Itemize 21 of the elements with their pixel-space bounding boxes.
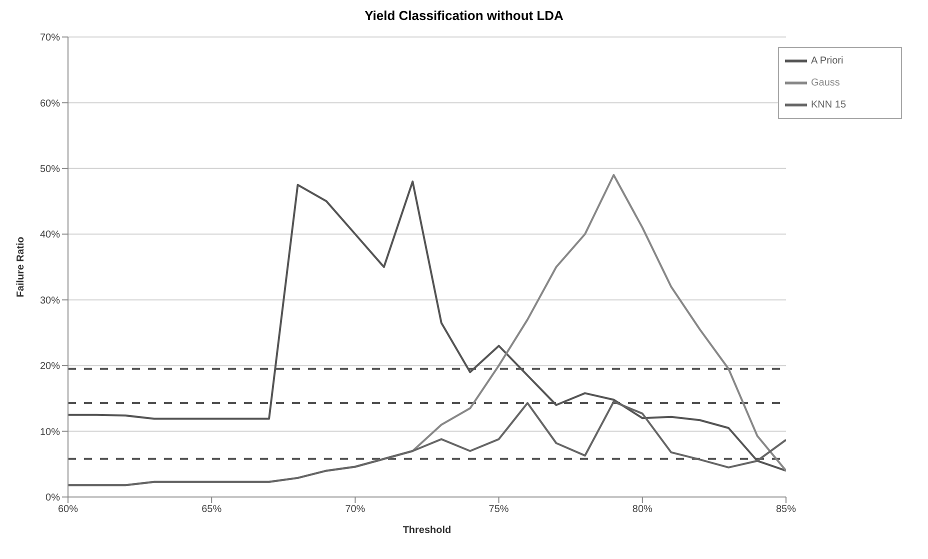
legend-label: A Priori	[811, 56, 844, 67]
y-tick-label: 40%	[40, 230, 60, 241]
y-tick-label: 30%	[40, 295, 60, 306]
y-tick-label: 0%	[46, 492, 60, 504]
y-tick-label: 10%	[40, 426, 60, 438]
x-axis-title: Threshold	[402, 525, 452, 536]
y-tick-label: 60%	[40, 98, 60, 110]
y-axis-title: Failure Ratio	[16, 236, 27, 298]
y-tick-label: 70%	[40, 32, 60, 44]
legend-label: KNN 15	[811, 100, 846, 111]
x-tick-label: 85%	[776, 504, 796, 516]
y-tick-label: 50%	[40, 164, 60, 175]
legend-label: Gauss	[811, 78, 840, 89]
x-tick-label: 80%	[632, 504, 653, 516]
y-tick-label: 20%	[40, 361, 60, 372]
x-tick-label: 75%	[488, 504, 509, 516]
x-tick-label: 60%	[58, 504, 78, 516]
x-tick-label: 70%	[345, 504, 366, 516]
line-series	[68, 400, 786, 486]
x-tick-label: 65%	[202, 504, 222, 516]
chart-title: Yield Classification without LDA	[364, 8, 564, 23]
